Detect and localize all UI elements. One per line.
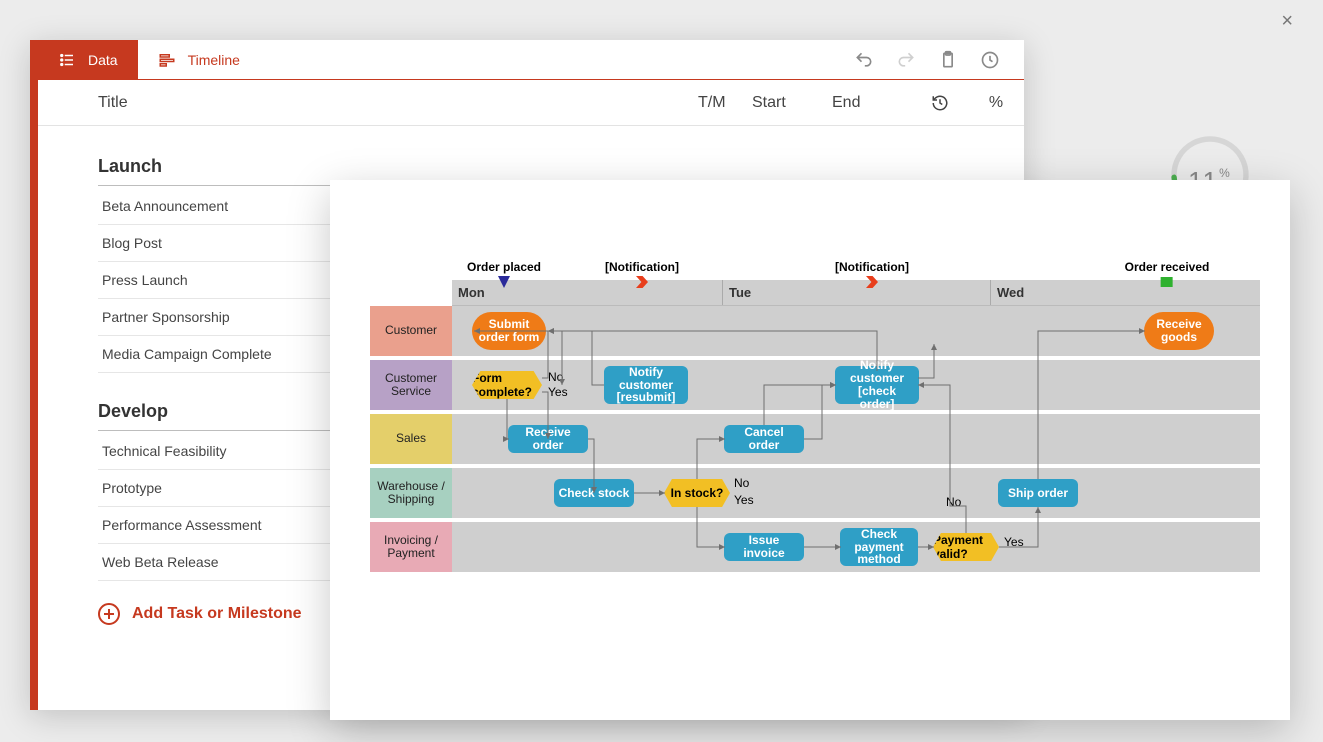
gauge-unit: % xyxy=(1219,166,1232,180)
undo-icon[interactable] xyxy=(854,50,874,70)
lane-label: Customer xyxy=(370,306,452,356)
lane-label: Invoicing / Payment xyxy=(370,522,452,572)
tab-timeline-label: Timeline xyxy=(188,52,240,68)
toolbar xyxy=(854,40,1024,80)
tab-data-label: Data xyxy=(88,52,118,68)
lane-label: Sales xyxy=(370,414,452,464)
lane-label: Warehouse / Shipping xyxy=(370,468,452,518)
redo-icon[interactable] xyxy=(896,50,916,70)
history-icon[interactable] xyxy=(980,50,1000,70)
tab-data[interactable]: Data xyxy=(38,40,138,80)
col-history-icon xyxy=(912,94,968,112)
column-headers: Title T/M Start End % xyxy=(38,80,1024,126)
clipboard-icon[interactable] xyxy=(938,50,958,70)
col-end: End xyxy=(832,94,912,112)
add-task-icon[interactable] xyxy=(98,603,120,625)
col-pct: % xyxy=(968,94,1024,112)
col-tm: T/M xyxy=(698,94,752,112)
col-start: Start xyxy=(752,94,832,112)
tab-timeline[interactable]: Timeline xyxy=(138,40,260,80)
lane-label: Customer Service xyxy=(370,360,452,410)
col-title: Title xyxy=(98,94,698,112)
add-task-label[interactable]: Add Task or Milestone xyxy=(132,605,302,623)
close-icon[interactable]: × xyxy=(1281,10,1293,33)
swimlane-diagram: CustomerCustomer ServiceSalesWarehouse /… xyxy=(330,180,1290,720)
